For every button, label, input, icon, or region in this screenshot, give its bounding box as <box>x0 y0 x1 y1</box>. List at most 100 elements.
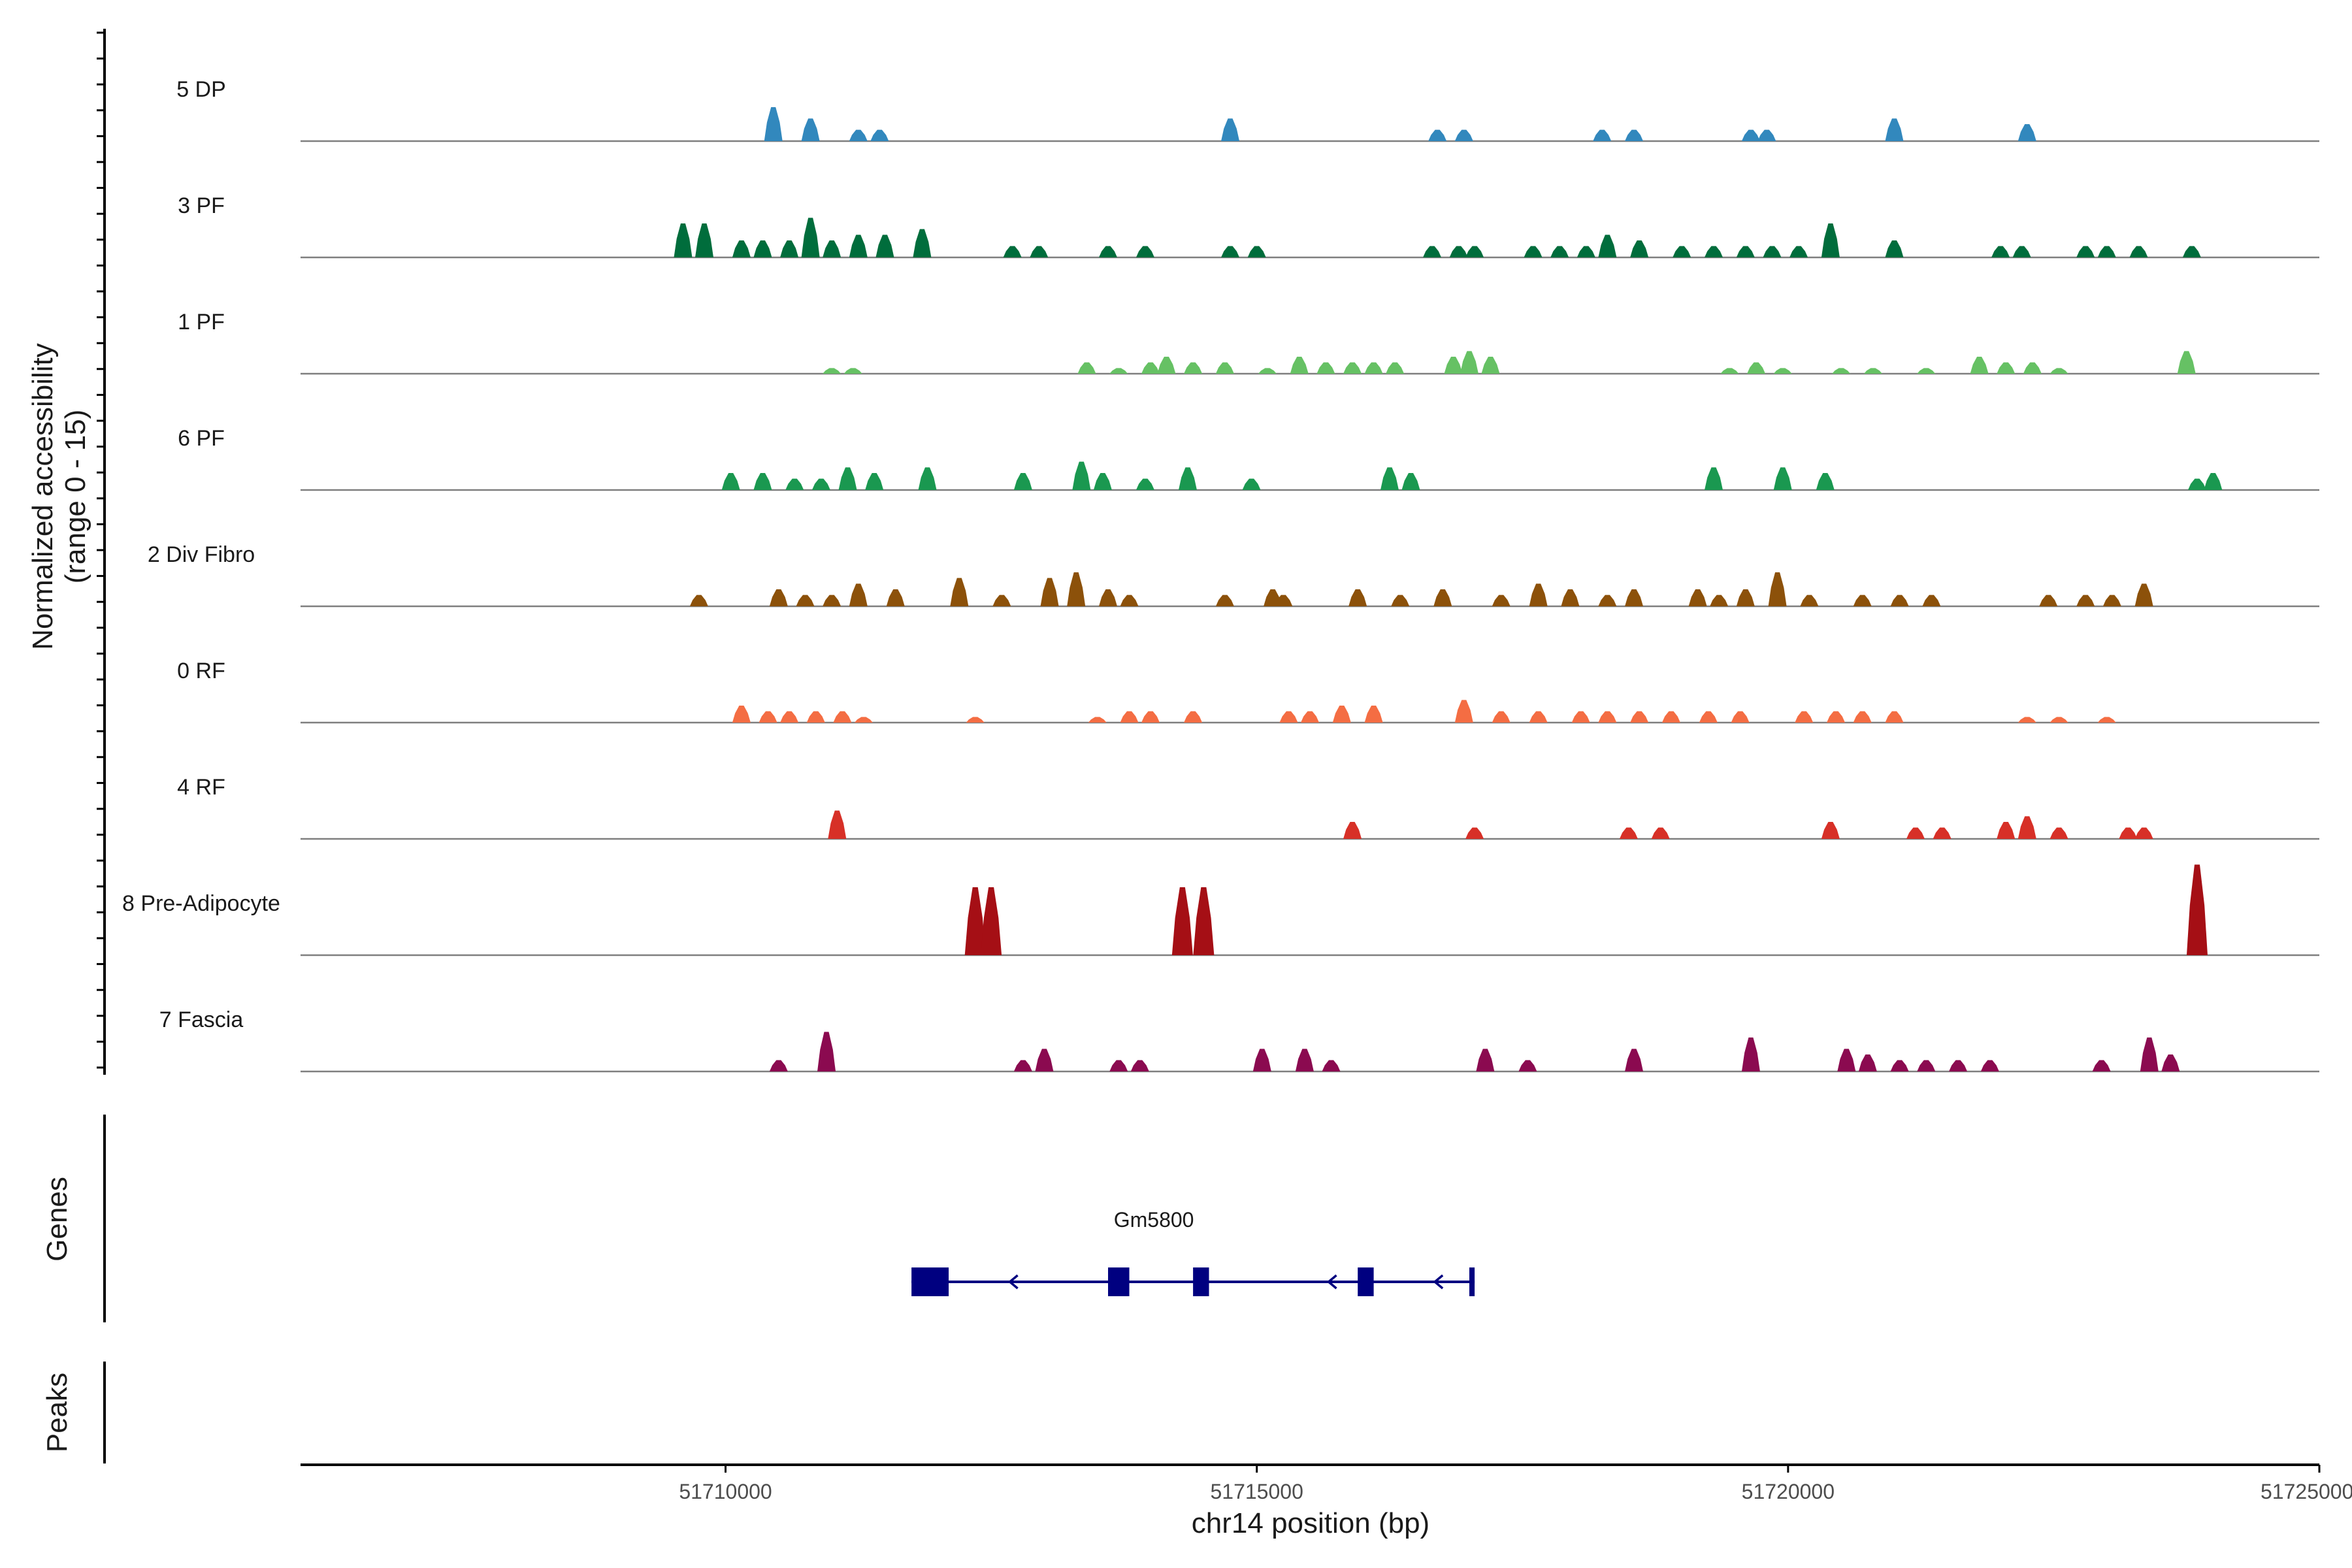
coverage-peak <box>1476 1049 1495 1071</box>
coverage-peak <box>875 235 894 257</box>
track-label: 1 PF <box>178 310 225 335</box>
coverage-peak <box>1853 595 1872 606</box>
track-label: 2 Div Fibro <box>148 542 255 567</box>
coverage-peak <box>801 118 820 141</box>
coverage-peak <box>1885 118 1904 141</box>
coverage-peak <box>732 240 751 257</box>
track-label: 8 Pre-Adipocyte <box>122 891 280 916</box>
coverage-peak <box>1035 1049 1054 1071</box>
coverage-peak <box>1380 467 1399 490</box>
x-axis-title: chr14 position (bp) <box>1192 1507 1429 1539</box>
coverage-peak <box>1301 711 1319 723</box>
track-2: 1 PF <box>178 310 2319 375</box>
coverage-peak <box>1093 473 1112 490</box>
coverage-peak <box>1343 822 1362 839</box>
coverage-peak <box>1332 706 1351 723</box>
coverage-peak <box>1991 246 2010 257</box>
coverage-peak <box>2012 246 2031 257</box>
track-1: 3 PF <box>178 193 2319 259</box>
coverage-peak <box>1252 1049 1271 1071</box>
coverage-peak <box>1364 706 1383 723</box>
coverage-peak <box>1242 478 1261 490</box>
coverage-peak <box>764 107 783 141</box>
coverage-peak <box>1598 235 1617 257</box>
coverage-peak <box>966 717 985 723</box>
coverage-peak <box>2134 583 2153 606</box>
coverage-peak <box>2017 124 2036 141</box>
coverage-peak <box>1003 246 1022 257</box>
coverage-peak <box>1040 578 1059 606</box>
coverage-peak <box>2017 816 2036 839</box>
coverage-peak <box>806 711 825 723</box>
track-4: 2 Div Fibro <box>148 542 2319 608</box>
coverage-peak <box>1454 129 1473 141</box>
coverage-peak <box>1109 368 1128 374</box>
coverage-peak <box>1837 1049 1856 1071</box>
track-3: 6 PF <box>178 426 2319 491</box>
coverage-peak <box>780 711 799 723</box>
coverage-peak <box>1890 595 1909 606</box>
coverage-peak <box>1625 1049 1644 1071</box>
coverage-peak <box>1593 129 1612 141</box>
coverage-peak <box>1221 246 1240 257</box>
coverage-peak <box>1529 583 1548 606</box>
coverage-peak <box>1917 368 1936 374</box>
coverage-peak <box>1492 595 1511 606</box>
coverage-peak <box>1428 129 1447 141</box>
coverage-peak <box>753 240 772 257</box>
coverage-peak <box>1072 461 1091 490</box>
coverage-peak <box>1917 1060 1936 1071</box>
coverage-peak <box>1274 595 1293 606</box>
y-axis-title-line2: (range 0 - 15) <box>59 410 91 584</box>
coverage-peak <box>2134 827 2153 839</box>
gene-exon <box>911 1267 949 1296</box>
accessibility-axis <box>97 29 106 1075</box>
gene-exon <box>1358 1267 1374 1296</box>
strand-arrow <box>1433 1274 1444 1290</box>
coverage-peak <box>1561 589 1580 606</box>
coverage-peak <box>1391 595 1410 606</box>
coverage-peak <box>1221 118 1240 141</box>
genes-panel-label: Genes <box>41 1177 73 1262</box>
coverage-peak <box>1178 467 1197 490</box>
coverage-peak <box>785 478 804 490</box>
track-5: 0 RF <box>177 659 2319 724</box>
coverage-peak <box>1598 711 1617 723</box>
coverage-peak <box>2102 595 2121 606</box>
coverage-peak <box>1858 1054 1877 1071</box>
x-tick-label: 51720000 <box>1742 1480 1835 1503</box>
track-6: 4 RF <box>177 775 2319 840</box>
coverage-peak <box>1890 1060 1909 1071</box>
coverage-peak <box>1619 827 1638 839</box>
coverage-peak <box>1109 1060 1128 1071</box>
coverage-peak <box>1141 362 1160 374</box>
coverage-peak <box>886 589 905 606</box>
track-label: 7 Fascia <box>159 1007 244 1032</box>
coverage-peak <box>1795 711 1814 723</box>
coverage-peak <box>1013 1060 1032 1071</box>
coverage-peak <box>1449 246 1468 257</box>
coverage-peak <box>769 589 788 606</box>
coverage-peak <box>2097 246 2116 257</box>
coverage-peak <box>1364 362 1383 374</box>
coverage-peak <box>1348 589 1367 606</box>
coverage-peak <box>759 711 777 723</box>
coverage-peak <box>992 595 1011 606</box>
coverage-peak <box>1773 368 1792 374</box>
coverage-peak <box>1135 478 1154 490</box>
coverage-peak <box>1454 700 1473 723</box>
coverage-peak <box>833 711 852 723</box>
coverage-peak <box>1343 362 1362 374</box>
coverage-peak <box>1630 711 1649 723</box>
coverage-peak <box>2140 1037 2159 1071</box>
coverage-peak <box>1386 362 1405 374</box>
coverage-peak <box>849 235 868 257</box>
coverage-peak <box>1460 351 1478 374</box>
coverage-peak <box>2097 717 2116 723</box>
coverage-peak <box>1433 589 1452 606</box>
coverage-peak <box>1571 711 1590 723</box>
coverage-peak <box>2204 473 2223 490</box>
coverage-peak <box>1130 1060 1149 1071</box>
coverage-peak <box>854 717 873 723</box>
